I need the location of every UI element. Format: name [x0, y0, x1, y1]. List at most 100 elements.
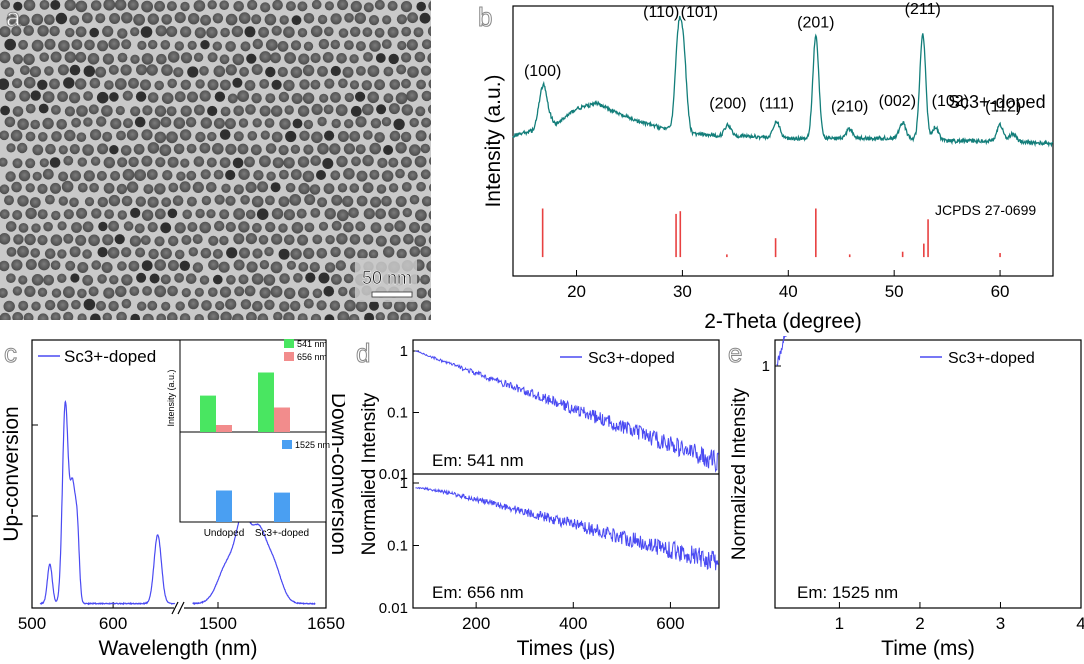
- nanoparticle: [50, 234, 63, 246]
- nanoparticle: [167, 78, 177, 89]
- nanoparticle: [388, 157, 399, 168]
- nanoparticle: [363, 130, 373, 140]
- nanoparticle: [174, 249, 185, 260]
- nanoparticle: [154, 131, 167, 144]
- nanoparticle: [297, 313, 308, 320]
- nanoparticle: [141, 129, 153, 141]
- nanoparticle: [427, 104, 431, 114]
- nanoparticle: [414, 51, 426, 63]
- nanoparticle: [234, 286, 245, 297]
- nanoparticle: [318, 221, 329, 231]
- nanoparticle: [285, 182, 296, 193]
- nanoparticle: [413, 27, 424, 38]
- nanoparticle: [117, 210, 128, 220]
- nanoparticle: [256, 208, 269, 220]
- nanoparticle: [329, 300, 341, 311]
- nanoparticle: [95, 66, 107, 78]
- nanoparticle: [109, 145, 119, 155]
- nanoparticle: [337, 311, 350, 320]
- nanoparticle: [406, 90, 418, 102]
- nanoparticle: [110, 118, 122, 130]
- nanoparticle: [383, 66, 394, 77]
- nanoparticle: [147, 300, 158, 311]
- inset-legend-label: 656 nm: [297, 352, 327, 362]
- nanoparticle: [225, 221, 236, 233]
- nanoparticle: [31, 39, 44, 52]
- scale-bar: [371, 291, 413, 298]
- nanoparticle: [12, 210, 23, 220]
- nanoparticle: [374, 0, 385, 10]
- nanoparticle: [154, 80, 164, 91]
- nanoparticle: [121, 274, 133, 286]
- nanoparticle: [0, 288, 8, 298]
- nanoparticle: [225, 143, 237, 155]
- peak-label: (110): [643, 4, 679, 21]
- nanoparticle: [330, 65, 341, 77]
- nanoparticle: [357, 249, 368, 260]
- nanoparticle: [350, 0, 362, 13]
- nanoparticle: [63, 155, 74, 166]
- nanoparticle: [84, 39, 95, 51]
- nanoparticle: [302, 170, 315, 183]
- nanoparticle: [225, 41, 236, 52]
- nir-decay-y-axis-label: Normalized Intensity: [729, 387, 750, 560]
- nanoparticle: [368, 249, 379, 259]
- nanoparticle: [318, 272, 330, 284]
- decay-y-tick-label: 1: [400, 343, 408, 360]
- peak-label: (100): [524, 63, 561, 80]
- nanoparticle: [88, 104, 99, 115]
- nanoparticle: [251, 64, 263, 75]
- nanoparticle: [200, 117, 212, 129]
- nanoparticle: [192, 262, 204, 273]
- nanoparticle: [251, 195, 264, 208]
- nanoparticle: [271, 105, 283, 117]
- nanoparticle: [51, 210, 61, 221]
- nir-x-tick-label: 1: [835, 614, 844, 633]
- nanoparticle: [12, 286, 23, 296]
- decay-y-tick-label: 0.01: [379, 600, 408, 617]
- nanoparticle: [310, 155, 322, 166]
- nanoparticle: [147, 196, 159, 208]
- nanoparticle: [25, 207, 37, 220]
- nanoparticle: [283, 312, 295, 320]
- nanoparticle: [65, 27, 75, 38]
- nanoparticle: [37, 235, 48, 246]
- nanoparticle: [271, 131, 283, 143]
- nanoparticle: [39, 158, 49, 168]
- nanoparticle: [271, 25, 282, 36]
- nanoparticle: [180, 79, 191, 91]
- nanoparticle: [117, 261, 127, 271]
- nanoparticle: [303, 41, 314, 51]
- nanoparticle: [219, 209, 230, 220]
- nanoparticle: [381, 195, 392, 207]
- nanoparticle: [103, 156, 116, 169]
- nanoparticle: [330, 170, 341, 181]
- nanoparticle: [115, 285, 127, 298]
- nanoparticle: [187, 40, 197, 51]
- nanoparticle: [77, 288, 87, 299]
- nanoparticle: [50, 182, 61, 194]
- nanoparticle: [81, 12, 93, 24]
- nanoparticle: [309, 262, 320, 273]
- nanoparticle: [207, 105, 218, 117]
- nanoparticle: [70, 273, 80, 283]
- nanoparticle: [195, 208, 205, 219]
- nanoparticle: [130, 313, 140, 320]
- nanoparticle: [324, 262, 336, 273]
- nanoparticle: [349, 234, 361, 245]
- nanoparticle: [329, 143, 341, 155]
- nanoparticle: [180, 1, 190, 12]
- nanoparticle: [29, 197, 41, 208]
- nanoparticle: [214, 91, 226, 102]
- decay-x-tick-label: 600: [656, 614, 684, 633]
- nanoparticle: [259, 51, 272, 63]
- nanoparticle: [232, 157, 244, 169]
- nanoparticle: [207, 79, 219, 91]
- nanoparticle: [303, 12, 315, 24]
- nanoparticle: [19, 90, 31, 102]
- nanoparticle: [400, 156, 412, 168]
- nanoparticle: [297, 105, 310, 117]
- nanoparticle: [96, 116, 107, 127]
- nanoparticle: [336, 155, 348, 168]
- nanoparticle: [270, 285, 283, 298]
